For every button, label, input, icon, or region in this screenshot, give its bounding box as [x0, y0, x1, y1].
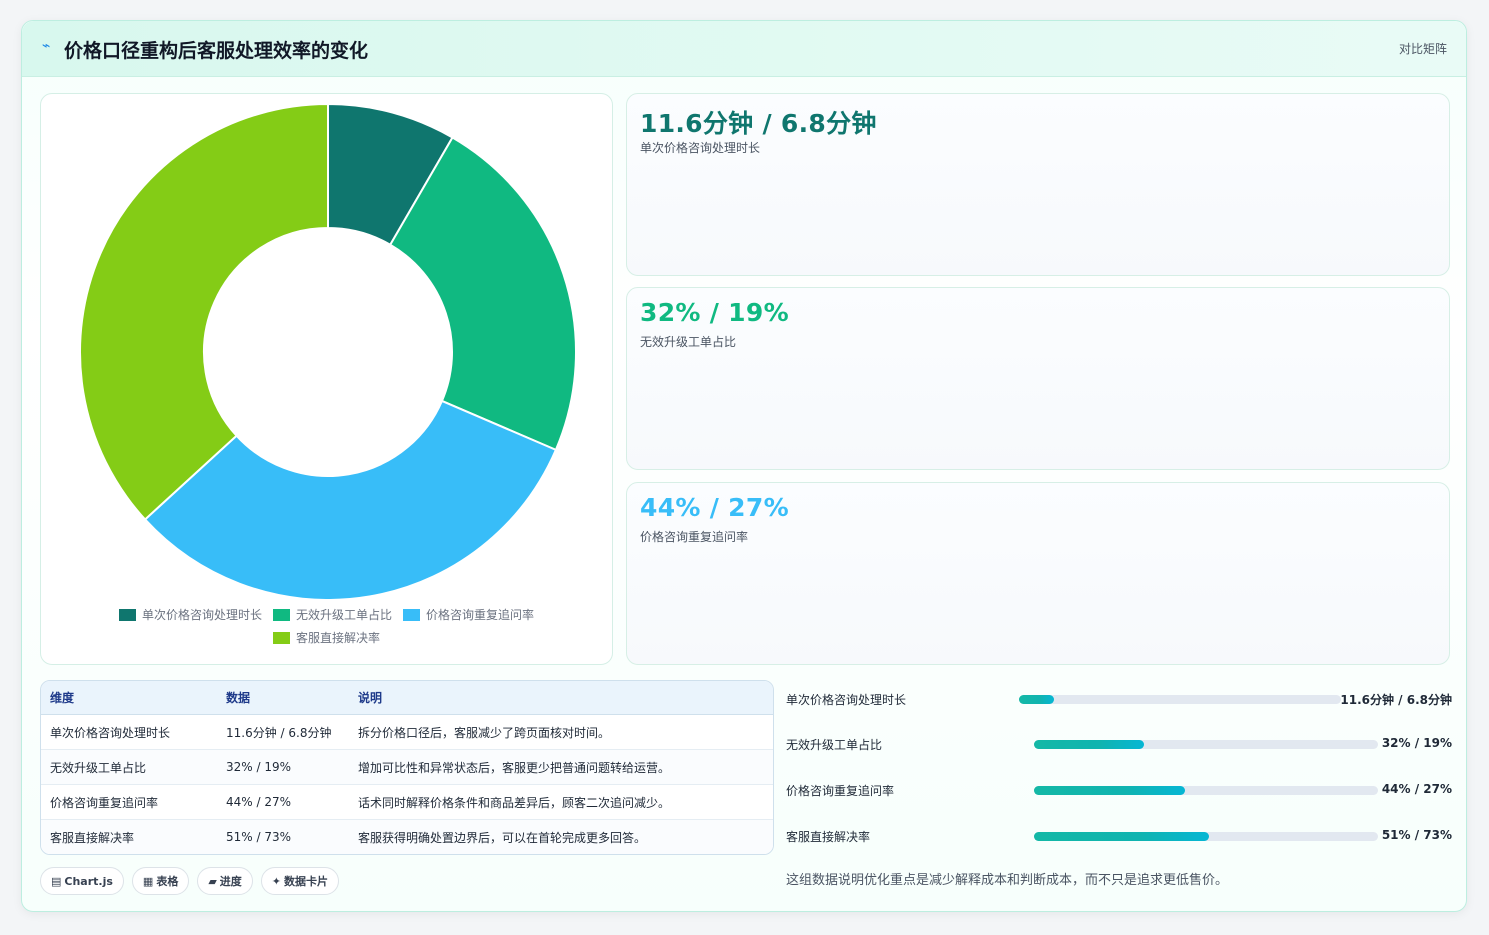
legend-item[interactable]: 客服直接解决率: [272, 629, 380, 646]
progress-value: 32% / 19%: [1381, 736, 1452, 750]
table-cell: 51% / 73%: [217, 819, 349, 854]
legend-swatch: [272, 608, 290, 621]
kpi-label: 价格咨询重复追问率: [640, 530, 749, 544]
progress-fill: [1034, 832, 1210, 841]
legend-swatch: [118, 608, 136, 621]
table-row: 无效升级工单占比 32% / 19% 增加可比性和异常状态后，客服更少把普通问题…: [41, 749, 773, 785]
progress-track: [1034, 740, 1378, 749]
kpi-label: 单次价格咨询处理时长: [640, 141, 761, 155]
table-cell: 话术同时解释价格条件和商品差异后，顾客二次追问减少。: [349, 784, 773, 820]
progress-row: 价格咨询重复追问率 44% / 27%: [786, 779, 1452, 801]
progress-row: 无效升级工单占比 32% / 19%: [786, 733, 1452, 755]
table-cell: 客服获得明确处置边界后，可以在首轮完成更多回答。: [349, 819, 773, 854]
tag-chips: ▤ Chart.js ▦ 表格 ▰ 进度 ✦ 数据卡片: [40, 867, 340, 895]
table-row: 单次价格咨询处理时长 11.6分钟 / 6.8分钟 拆分价格口径后，客服减少了跨…: [41, 714, 773, 750]
progress-label: 单次价格咨询处理时长: [786, 693, 907, 707]
progress-value: 11.6分钟 / 6.8分钟: [1340, 693, 1452, 707]
progress-row: 单次价格咨询处理时长 11.6分钟 / 6.8分钟: [786, 688, 1452, 710]
column-header: 维度: [41, 681, 217, 715]
sparkle-icon: ✦: [271, 874, 282, 888]
table-cell: 44% / 27%: [217, 784, 349, 820]
donut-chart: [79, 102, 577, 599]
kpi-value: 32% / 19%: [640, 298, 789, 327]
legend-swatch: [272, 631, 290, 644]
legend-item[interactable]: 单次价格咨询处理时长: [118, 606, 262, 623]
chip-table[interactable]: ▦ 表格: [131, 867, 190, 895]
progress-fill: [1034, 740, 1145, 749]
kpi-card: 32% / 19% 无效升级工单占比: [626, 287, 1450, 470]
table-cell: 价格咨询重复追问率: [41, 784, 217, 820]
donut-chart-panel: 单次价格咨询处理时长 无效升级工单占比 价格咨询重复追问率 客服直接解决率: [40, 93, 613, 665]
progress-label: 无效升级工单占比: [786, 738, 883, 752]
progress-label: 价格咨询重复追问率: [786, 784, 895, 798]
kpi-label: 无效升级工单占比: [640, 335, 737, 349]
table-cell: 客服直接解决率: [41, 819, 217, 854]
table-cell: 32% / 19%: [217, 749, 349, 785]
kpi-value: 11.6分钟 / 6.8分钟: [640, 109, 877, 138]
progress-track: [1034, 786, 1378, 795]
legend-swatch: [403, 608, 420, 621]
card-header: ⌁ 价格口径重构后客服处理效率的变化 对比矩阵: [22, 21, 1466, 77]
chip-progress[interactable]: ▰ 进度: [197, 867, 253, 895]
table-row: 价格咨询重复追问率 44% / 27% 话术同时解释价格条件和商品差异后，顾客二…: [41, 784, 773, 820]
progress-value: 51% / 73%: [1381, 828, 1452, 842]
legend-item[interactable]: 无效升级工单占比: [272, 606, 392, 623]
progress-label: 客服直接解决率: [786, 830, 871, 844]
data-table: 维度 数据 说明 单次价格咨询处理时长 11.6分钟 / 6.8分钟 拆分价格口…: [40, 680, 774, 855]
header-right-label: 对比矩阵: [1398, 42, 1447, 56]
progress-track: [1034, 832, 1378, 841]
table-icon: ▦: [142, 874, 154, 888]
page-title: 价格口径重构后客服处理效率的变化: [64, 40, 369, 62]
kpi-value: 44% / 27%: [640, 493, 789, 522]
dashboard-card: ⌁ 价格口径重构后客服处理效率的变化 对比矩阵 单次价格咨询处理时长 无效升级工…: [21, 20, 1467, 912]
table-cell: 11.6分钟 / 6.8分钟: [217, 714, 349, 750]
table-row: 客服直接解决率 51% / 73% 客服获得明确处置边界后，可以在首轮完成更多回…: [41, 819, 773, 854]
table-cell: 无效升级工单占比: [41, 749, 217, 785]
column-header: 说明: [349, 681, 773, 715]
progress-row: 客服直接解决率 51% / 73%: [786, 825, 1452, 847]
chip-data-cards[interactable]: ✦ 数据卡片: [260, 867, 340, 895]
donut-slice[interactable]: [79, 102, 329, 521]
table-header-row: 维度 数据 说明: [41, 681, 773, 715]
table-cell: 单次价格咨询处理时长: [41, 714, 217, 750]
kpi-card: 44% / 27% 价格咨询重复追问率: [626, 482, 1450, 665]
donut-slice[interactable]: [143, 399, 558, 599]
legend-item[interactable]: 价格咨询重复追问率: [403, 606, 534, 623]
summary-text: 这组数据说明优化重点是减少解释成本和判断成本，而不只是追求更低售价。: [786, 873, 1229, 888]
progress-value: 44% / 27%: [1381, 782, 1452, 796]
table-cell: 拆分价格口径后，客服减少了跨页面核对时间。: [349, 714, 773, 750]
column-header: 数据: [217, 681, 349, 715]
donut-slice[interactable]: [388, 136, 577, 452]
progress-icon: ▰: [208, 874, 217, 888]
progress-fill: [1034, 786, 1186, 795]
trend-icon: ⌁: [42, 38, 51, 54]
chart-legend: 单次价格咨询处理时长 无效升级工单占比 价格咨询重复追问率 客服直接解决率: [41, 606, 612, 652]
chip-chartjs[interactable]: ▤ Chart.js: [40, 867, 124, 895]
progress-track: [1019, 695, 1341, 704]
kpi-card: 11.6分钟 / 6.8分钟 单次价格咨询处理时长: [626, 93, 1450, 276]
chart-icon: ▤: [51, 874, 62, 888]
table-cell: 增加可比性和异常状态后，客服更少把普通问题转给运营。: [349, 749, 773, 785]
progress-fill: [1019, 695, 1055, 704]
